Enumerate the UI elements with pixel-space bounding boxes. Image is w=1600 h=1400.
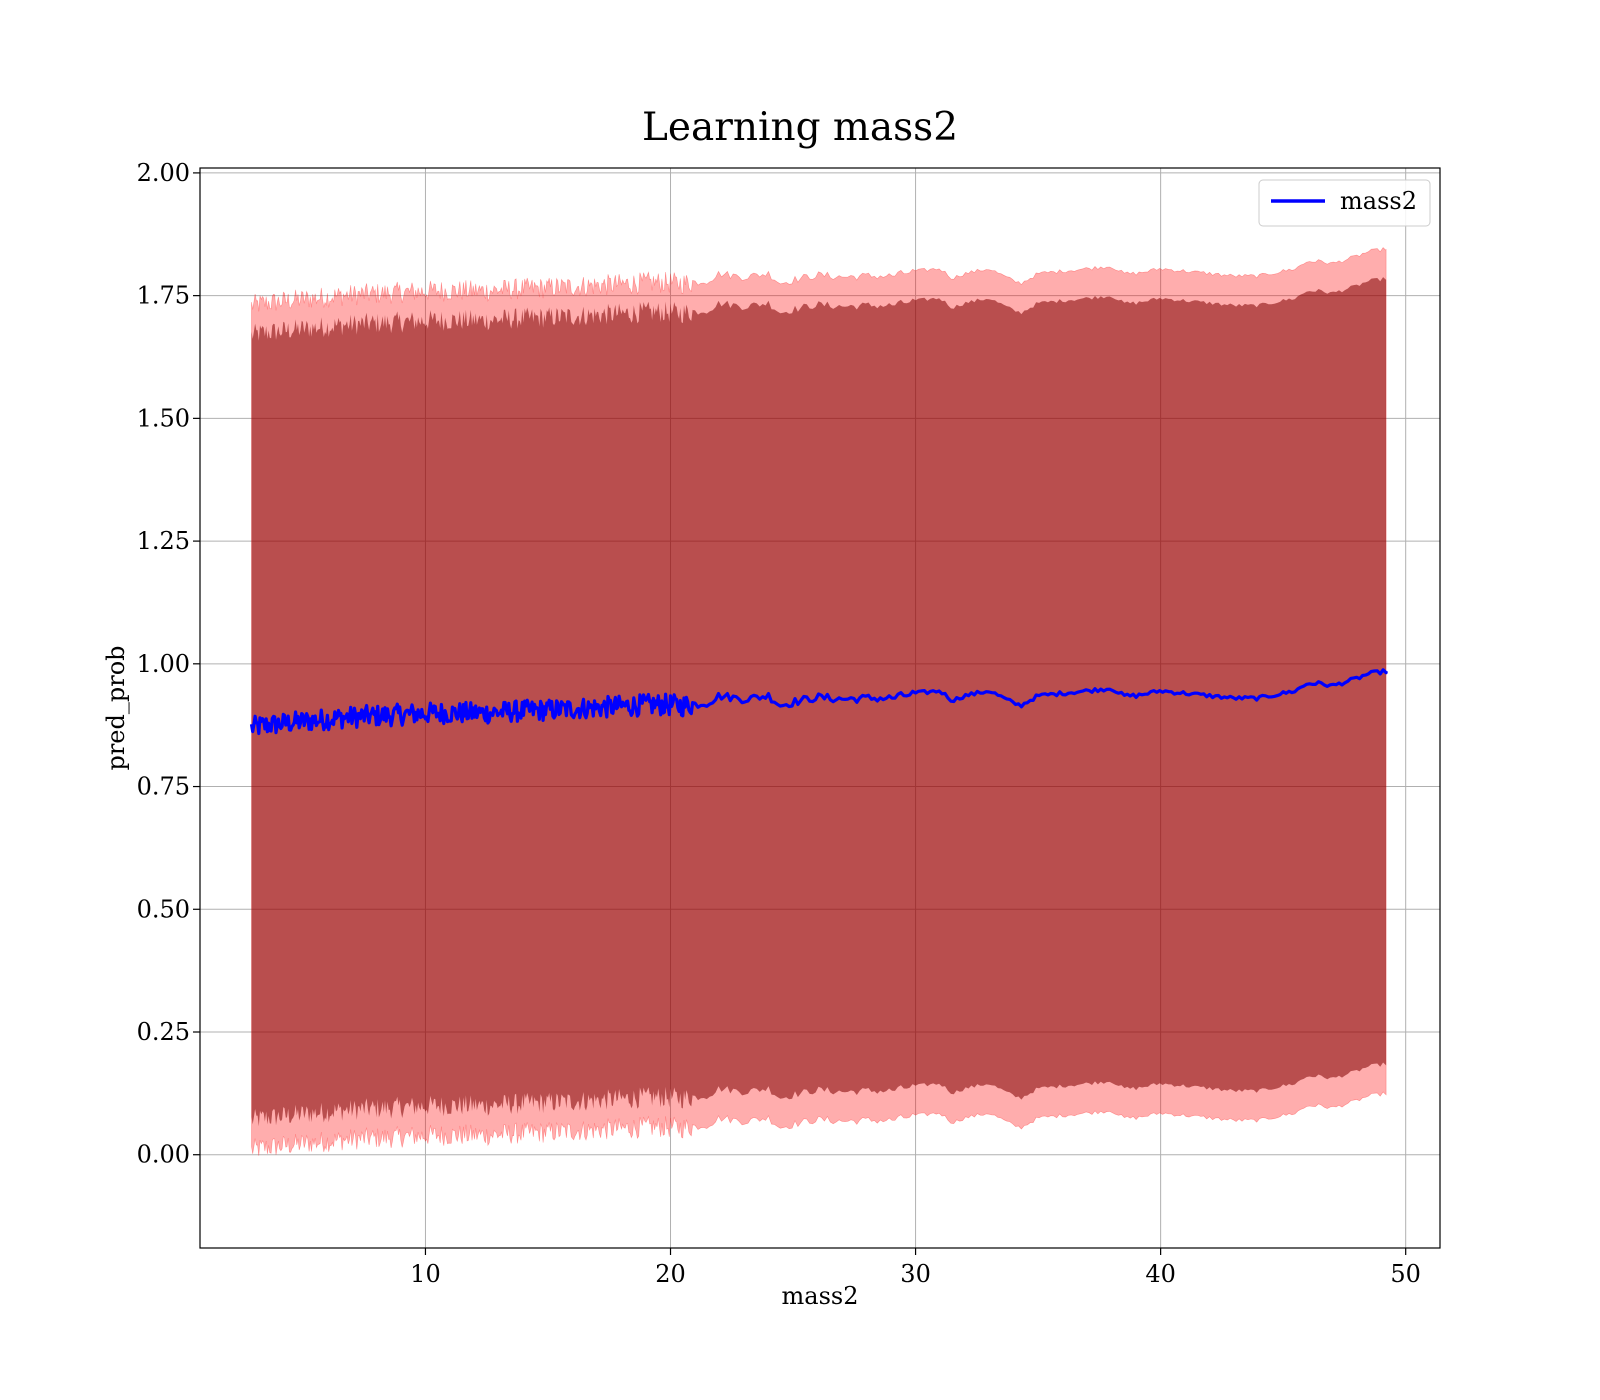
- legend-label-mass2: mass2: [1340, 187, 1417, 215]
- x-tick-label: 10: [410, 1260, 441, 1288]
- y-tick-label: 1.25: [137, 527, 190, 555]
- x-tick-label: 40: [1145, 1260, 1176, 1288]
- x-tick-label: 30: [900, 1260, 931, 1288]
- legend: mass2: [1258, 179, 1431, 227]
- x-tick-label: 20: [655, 1260, 686, 1288]
- series-line-mass2: [249, 668, 1388, 736]
- y-tick-label: 1.75: [137, 282, 190, 310]
- confidence-bands: [251, 247, 1387, 1156]
- inner-confidence-band: [251, 277, 1387, 1127]
- y-axis-label: pred_prob: [102, 645, 130, 770]
- x-tick-label: 50: [1390, 1260, 1421, 1288]
- series-lines: [249, 668, 1388, 736]
- axis-ticks: 10 20 30 40 50 0.00 0.25 0.50 0.75 1.00 1.25 1.50 1.…: [137, 159, 1421, 1288]
- x-axis-label: mass2: [782, 1282, 859, 1310]
- y-tick-label: 1.00: [137, 650, 190, 678]
- y-tick-label: 0.50: [137, 895, 190, 923]
- y-tick-label: 0.00: [137, 1141, 190, 1169]
- plot-frame: [199, 167, 1441, 1249]
- y-tick-label: 2.00: [137, 159, 190, 187]
- y-tick-label: 0.25: [137, 1018, 190, 1046]
- legend-box: [1258, 179, 1431, 227]
- y-tick-label: 1.50: [137, 404, 190, 432]
- chart-title: Learning mass2: [642, 105, 958, 150]
- y-tick-label: 0.75: [137, 773, 190, 801]
